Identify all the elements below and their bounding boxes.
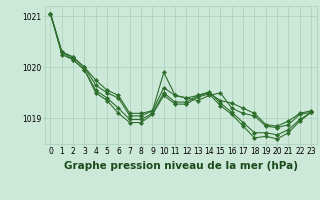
X-axis label: Graphe pression niveau de la mer (hPa): Graphe pression niveau de la mer (hPa) (64, 161, 298, 171)
